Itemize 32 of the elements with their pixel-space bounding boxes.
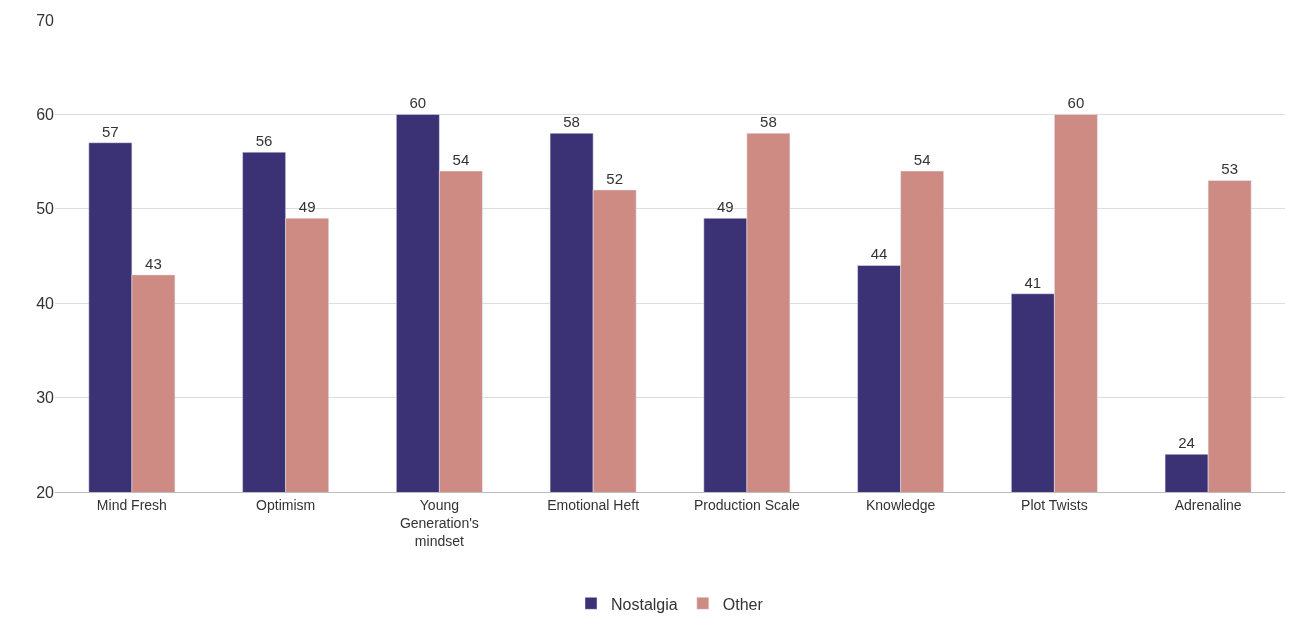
data-label: 49 — [717, 198, 734, 216]
y-tick-label: 40 — [36, 294, 55, 312]
x-tick-label: Optimism — [256, 496, 316, 513]
data-label: 43 — [145, 254, 162, 272]
data-label: 41 — [1024, 273, 1042, 291]
x-tick-label: Adrenaline — [1174, 496, 1242, 513]
x-tick-label: Young Generation's mindset — [399, 496, 479, 550]
data-label: 60 — [1067, 94, 1085, 112]
x-tick-label: Knowledge — [865, 496, 936, 513]
y-tick-label: 30 — [36, 389, 55, 407]
x-tick-label: Plot Twists — [1021, 496, 1088, 513]
x-tick-label: Emotional Heft — [547, 496, 640, 513]
data-label: 57 — [102, 122, 119, 140]
data-label: 24 — [1178, 434, 1195, 452]
legend-label: Other — [722, 595, 764, 613]
y-tick-label: 50 — [36, 200, 55, 218]
data-label: 49 — [298, 198, 316, 216]
data-label: 58 — [760, 113, 777, 131]
legend-label: Nostalgia — [611, 595, 678, 613]
data-label: 53 — [1221, 160, 1238, 178]
x-tick-label: Mind Fresh — [96, 496, 167, 513]
data-label: 54 — [913, 151, 931, 169]
y-tick-label: 60 — [36, 106, 55, 123]
data-label: 56 — [255, 132, 273, 150]
data-label: 52 — [606, 169, 623, 187]
x-tick-label: Production Scale — [693, 496, 801, 513]
data-label: 58 — [563, 113, 580, 131]
data-label: 44 — [870, 245, 888, 263]
y-tick-label: 20 — [36, 483, 55, 501]
y-tick-label: 70 — [36, 11, 55, 29]
data-label: 54 — [452, 151, 470, 169]
data-label: 60 — [409, 94, 427, 112]
